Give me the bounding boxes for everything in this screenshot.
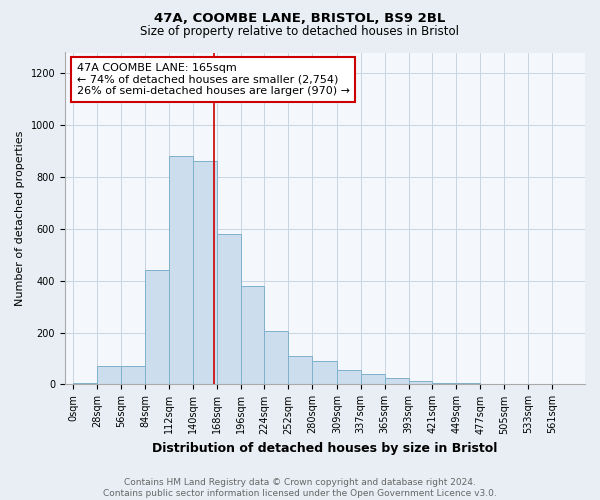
Bar xyxy=(385,378,409,384)
Bar xyxy=(121,366,145,384)
Bar xyxy=(193,162,217,384)
Bar xyxy=(73,383,97,384)
Bar xyxy=(409,380,433,384)
Text: 47A COOMBE LANE: 165sqm
← 74% of detached houses are smaller (2,754)
26% of semi: 47A COOMBE LANE: 165sqm ← 74% of detache… xyxy=(77,63,350,96)
Text: Contains HM Land Registry data © Crown copyright and database right 2024.
Contai: Contains HM Land Registry data © Crown c… xyxy=(103,478,497,498)
Bar xyxy=(265,332,288,384)
Text: Size of property relative to detached houses in Bristol: Size of property relative to detached ho… xyxy=(140,25,460,38)
X-axis label: Distribution of detached houses by size in Bristol: Distribution of detached houses by size … xyxy=(152,442,497,455)
Bar xyxy=(361,374,385,384)
Bar xyxy=(97,366,121,384)
Bar xyxy=(169,156,193,384)
Bar xyxy=(145,270,169,384)
Bar xyxy=(312,361,337,384)
Y-axis label: Number of detached properties: Number of detached properties xyxy=(15,131,25,306)
Bar xyxy=(241,286,265,384)
Bar xyxy=(337,370,361,384)
Bar xyxy=(217,234,241,384)
Text: 47A, COOMBE LANE, BRISTOL, BS9 2BL: 47A, COOMBE LANE, BRISTOL, BS9 2BL xyxy=(154,12,446,26)
Bar xyxy=(288,356,312,384)
Bar xyxy=(433,383,456,384)
Bar xyxy=(456,383,480,384)
